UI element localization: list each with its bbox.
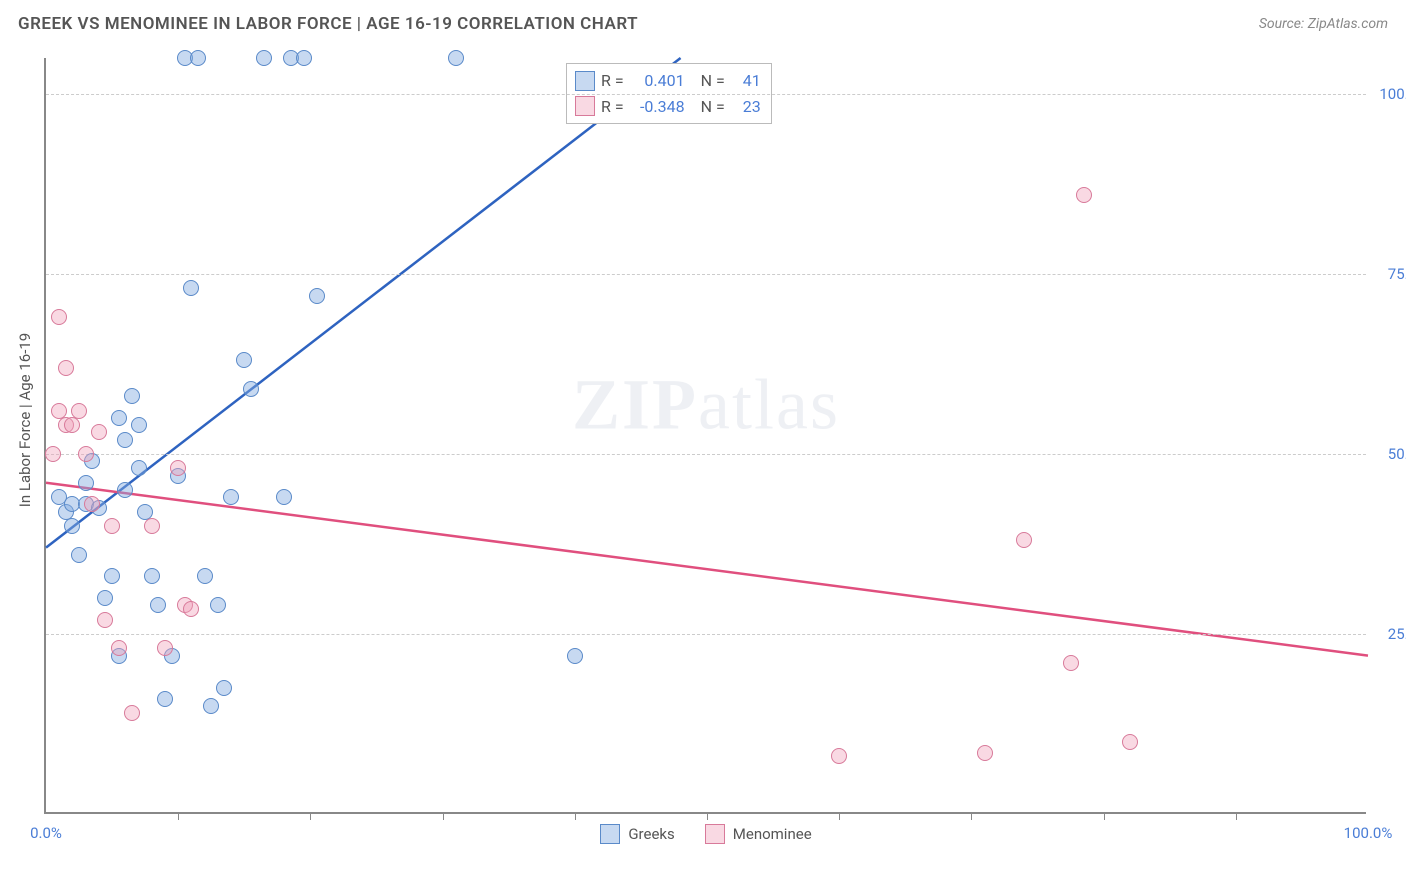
data-point	[64, 518, 80, 534]
data-point	[157, 640, 173, 656]
data-point	[1122, 734, 1138, 750]
data-point	[309, 288, 325, 304]
data-point	[256, 50, 272, 66]
trend-lines	[46, 58, 1368, 814]
series-name: Greeks	[628, 825, 674, 843]
data-point	[97, 612, 113, 628]
y-tick-label: 25.0%	[1388, 625, 1406, 643]
stat-value-n: 23	[731, 94, 761, 120]
trend-line	[46, 483, 1368, 656]
data-point	[831, 748, 847, 764]
data-point	[117, 432, 133, 448]
stat-label-r: R =	[601, 94, 624, 120]
y-tick-label: 50.0%	[1388, 445, 1406, 463]
data-point	[183, 280, 199, 296]
data-point	[117, 482, 133, 498]
data-point	[104, 568, 120, 584]
stats-legend-row: R = 0.401 N = 41	[575, 68, 761, 94]
data-point	[84, 496, 100, 512]
x-tick	[178, 812, 179, 820]
data-point	[64, 417, 80, 433]
legend-swatch	[705, 824, 725, 844]
legend-swatch	[600, 824, 620, 844]
gridline-h	[46, 94, 1366, 95]
data-point	[124, 705, 140, 721]
data-point	[216, 680, 232, 696]
x-tick	[971, 812, 972, 820]
stat-value-r: -0.348	[630, 94, 685, 120]
data-point	[71, 547, 87, 563]
plot-area: ZIPatlas R = 0.401 N = 41 R = -0.348 N =…	[44, 58, 1366, 814]
stat-label-n: N =	[701, 94, 725, 120]
chart-source: Source: ZipAtlas.com	[1259, 16, 1388, 32]
legend-swatch	[575, 71, 595, 91]
data-point	[243, 381, 259, 397]
data-point	[210, 597, 226, 613]
series-name: Menominee	[733, 825, 812, 843]
series-legend: Greeks Menominee	[46, 824, 1366, 844]
data-point	[183, 601, 199, 617]
chart-title: GREEK VS MENOMINEE IN LABOR FORCE | AGE …	[18, 14, 638, 34]
x-tick-label-left: 0.0%	[30, 824, 62, 842]
series-legend-item: Menominee	[705, 824, 812, 844]
x-tick	[707, 812, 708, 820]
x-tick	[443, 812, 444, 820]
source-prefix: Source:	[1259, 16, 1308, 32]
data-point	[78, 446, 94, 462]
y-tick-label: 75.0%	[1388, 265, 1406, 283]
gridline-h	[46, 274, 1366, 275]
data-point	[1063, 655, 1079, 671]
data-point	[91, 424, 107, 440]
data-point	[131, 460, 147, 476]
x-tick	[575, 812, 576, 820]
data-point	[131, 417, 147, 433]
data-point	[111, 640, 127, 656]
gridline-h	[46, 454, 1366, 455]
x-tick	[1104, 812, 1105, 820]
x-tick	[1236, 812, 1237, 820]
data-point	[296, 50, 312, 66]
series-legend-item: Greeks	[600, 824, 674, 844]
legend-swatch	[575, 96, 595, 116]
y-axis-label: In Labor Force | Age 16-19	[16, 333, 34, 507]
data-point	[170, 460, 186, 476]
stat-label-n: N =	[701, 68, 725, 94]
data-point	[203, 698, 219, 714]
data-point	[71, 403, 87, 419]
x-tick-label-right: 100.0%	[1344, 824, 1393, 842]
data-point	[190, 50, 206, 66]
data-point	[567, 648, 583, 664]
x-tick	[310, 812, 311, 820]
data-point	[236, 352, 252, 368]
data-point	[51, 309, 67, 325]
data-point	[58, 360, 74, 376]
data-point	[197, 568, 213, 584]
x-tick	[839, 812, 840, 820]
data-point	[45, 446, 61, 462]
data-point	[111, 410, 127, 426]
data-point	[97, 590, 113, 606]
stat-label-r: R =	[601, 68, 624, 94]
data-point	[150, 597, 166, 613]
data-point	[157, 691, 173, 707]
data-point	[144, 568, 160, 584]
data-point	[448, 50, 464, 66]
data-point	[1016, 532, 1032, 548]
data-point	[78, 475, 94, 491]
data-point	[223, 489, 239, 505]
data-point	[124, 388, 140, 404]
stat-value-n: 41	[731, 68, 761, 94]
data-point	[1076, 187, 1092, 203]
stat-value-r: 0.401	[630, 68, 685, 94]
gridline-h	[46, 634, 1366, 635]
stats-legend-row: R = -0.348 N = 23	[575, 94, 761, 120]
data-point	[104, 518, 120, 534]
data-point	[144, 518, 160, 534]
y-tick-label: 100.0%	[1379, 85, 1406, 103]
data-point	[977, 745, 993, 761]
source-name: ZipAtlas.com	[1308, 16, 1388, 32]
data-point	[276, 489, 292, 505]
